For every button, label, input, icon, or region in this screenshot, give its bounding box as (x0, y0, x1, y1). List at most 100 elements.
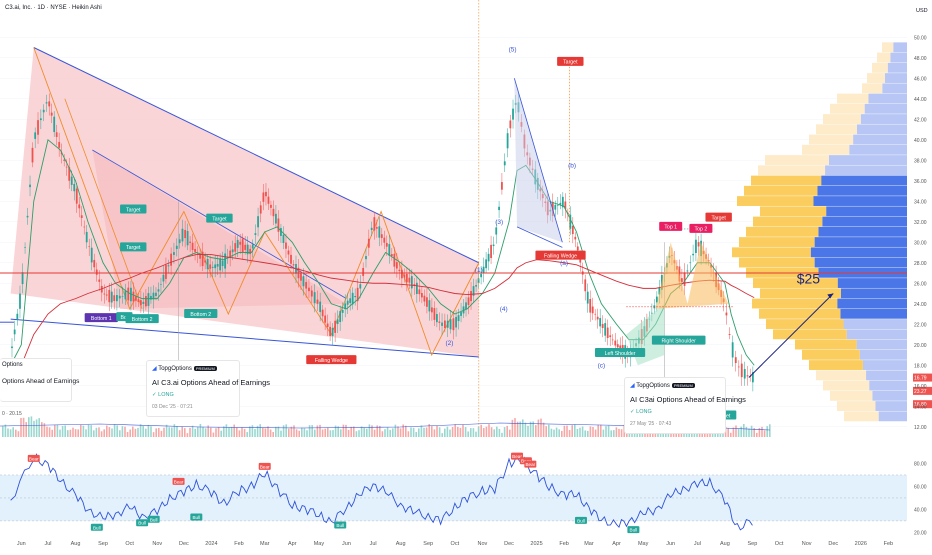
idea-card-2[interactable]: ◢ TopgOptions PREMIUM AI C3ai Options Ahe… (624, 377, 746, 434)
time-tick: Jun (666, 541, 675, 547)
idea-card-partial[interactable]: Options Options Ahead of Earnings (0, 358, 80, 402)
volume-bar (238, 430, 241, 437)
volume-bar (483, 428, 485, 437)
candle-body (475, 285, 477, 287)
vp-bar-up (830, 103, 865, 114)
volume-bar (490, 427, 493, 437)
price-tick: 18.00 (914, 363, 927, 369)
candle-body (498, 206, 500, 211)
candle-body (55, 132, 58, 137)
candle-body (594, 313, 597, 315)
volume-bar (108, 427, 111, 437)
volume-bar (233, 424, 235, 437)
check-icon: ✓ (152, 392, 157, 398)
candle-body (455, 316, 457, 328)
vp-bar-down (840, 308, 907, 319)
volume-bar (124, 426, 126, 437)
time-tick: Oct (775, 541, 784, 547)
vp-bar-up (759, 308, 841, 319)
volume-bar (441, 433, 443, 437)
candle-body (88, 246, 91, 247)
candle-body (487, 253, 490, 262)
candle-body (370, 227, 373, 231)
vp-bar-down (882, 83, 907, 94)
rsi-tick: 60.00 (914, 484, 927, 490)
candle-body (686, 270, 689, 272)
last-price-badge: 16.79 (914, 376, 927, 382)
rsi-signal-label: Bull (150, 517, 158, 522)
candle-body (259, 205, 262, 214)
vp-bar-up (816, 124, 857, 135)
time-tick: Dec (179, 541, 189, 547)
volume-bar (54, 424, 56, 437)
candle-body (199, 254, 201, 259)
zigzag-line (64, 98, 143, 310)
volume-bar (397, 426, 399, 437)
candle-body (236, 240, 239, 248)
volume-bar (519, 421, 521, 437)
candle-body (121, 295, 124, 297)
candle-body (201, 251, 204, 267)
candle-body (346, 300, 349, 305)
candle-body (31, 147, 34, 163)
volume-bar (204, 428, 207, 437)
volume-bar (428, 424, 430, 437)
time-tick: Feb (884, 541, 893, 547)
volume-bar (173, 424, 176, 437)
candle-body (579, 258, 582, 263)
last-price-badge-bg (913, 373, 932, 382)
candle-body (78, 204, 81, 209)
volume-bar (737, 428, 740, 437)
time-tick: Sep (748, 541, 758, 547)
candle-body (452, 318, 455, 331)
volume-bar (225, 424, 228, 437)
volume-bar (451, 426, 454, 437)
volume-bar (727, 428, 729, 437)
price-tick: 22.00 (914, 322, 927, 328)
vp-bar-up (746, 226, 819, 237)
candle-body (329, 326, 332, 336)
volume-bar (48, 427, 51, 437)
volume-bar (418, 428, 420, 437)
card-title-fragment[interactable]: Options Ahead of Earnings (2, 378, 80, 385)
candle-body (287, 250, 290, 255)
candle-body (16, 313, 19, 320)
volume-bar (33, 420, 35, 437)
volume-bar (207, 425, 209, 437)
candle-body (173, 252, 175, 255)
price-tick: 26.00 (914, 281, 927, 287)
volume-bar (121, 426, 124, 437)
price-badge: 16.80 (914, 402, 927, 408)
candle-body (13, 329, 16, 335)
volume-bar (345, 424, 347, 437)
idea-card-1[interactable]: ◢ TopgOptions PREMIUM AI C3.ai Options Ah… (146, 360, 270, 417)
rsi-signal-label: Bull (630, 528, 638, 533)
volume-bar (477, 426, 480, 437)
volume-bar (272, 432, 274, 437)
candle-body (446, 320, 449, 328)
volume-bar (329, 430, 332, 437)
volume-bar (282, 425, 285, 437)
volume-bar (210, 427, 212, 437)
candle-body (586, 291, 589, 304)
candle-body (426, 297, 428, 307)
price-tick: 34.00 (914, 199, 927, 205)
volume-bar (163, 427, 165, 437)
candle-body (418, 289, 421, 295)
volume-bar (308, 425, 311, 437)
bottom-label: Bottom 1 (91, 316, 112, 322)
volume-bar (498, 428, 501, 437)
candle-body (495, 227, 498, 235)
price-tick: 12.00 (914, 425, 927, 431)
volume-bar (514, 418, 516, 437)
card-title[interactable]: AI C3.ai Options Ahead of Earnings (152, 378, 270, 387)
rsi-signal-bg (524, 460, 537, 468)
volume-bar (493, 429, 495, 437)
time-tick: 2024 (205, 541, 217, 547)
vp-bar-down (866, 370, 907, 381)
volume-bar (212, 432, 215, 437)
volume-bar (412, 427, 415, 437)
card-title[interactable]: AI C3ai Options Ahead of Earnings (630, 395, 746, 404)
volume-bar (605, 426, 607, 437)
